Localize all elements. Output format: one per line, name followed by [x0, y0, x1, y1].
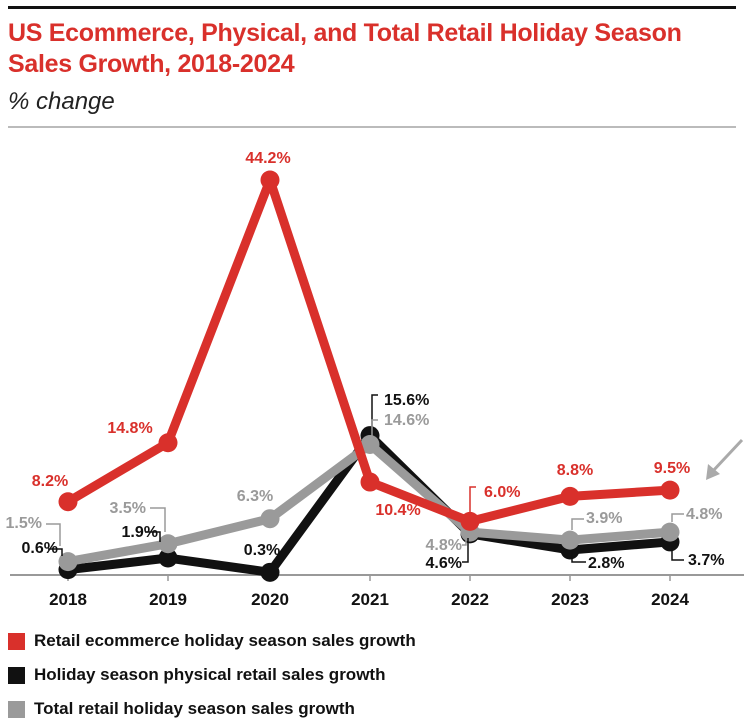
data-point-total — [158, 534, 178, 554]
data-point-total — [360, 435, 380, 455]
chart-title: US Ecommerce, Physical, and Total Retail… — [8, 19, 682, 78]
label-leader-total — [150, 507, 166, 532]
data-point-physical — [260, 562, 280, 582]
data-point-physical — [158, 548, 178, 568]
data-label-total: 3.9% — [586, 510, 622, 527]
label-leader-total — [671, 513, 684, 522]
x-tick-label: 2024 — [651, 590, 689, 609]
label-leader-physical — [48, 548, 63, 556]
legend-label-total: Total retail holiday season sales growth — [34, 699, 355, 718]
data-label-physical: 0.6% — [22, 540, 58, 557]
data-label-ecommerce: 8.8% — [557, 462, 593, 479]
chart-subtitle: % change — [8, 88, 115, 115]
label-leader-physical — [371, 394, 378, 432]
label-leader-ecommerce — [469, 486, 476, 518]
legend: Retail ecommerce holiday season sales gr… — [8, 624, 416, 726]
arrow-icon — [710, 438, 744, 474]
top-rule — [8, 6, 736, 9]
data-label-physical: 2.8% — [588, 555, 624, 572]
data-point-total — [660, 522, 680, 542]
data-point-ecommerce — [560, 486, 580, 506]
data-label-total: 4.8% — [686, 506, 722, 523]
label-leader-total — [571, 518, 584, 530]
data-label-ecommerce: 8.2% — [32, 473, 68, 490]
data-label-total: 4.8% — [426, 537, 462, 554]
data-label-total: 1.5% — [6, 515, 42, 532]
data-point-ecommerce — [360, 472, 380, 492]
data-point-total — [58, 552, 78, 572]
data-point-ecommerce — [260, 170, 280, 190]
data-label-total: 3.5% — [110, 500, 146, 517]
data-label-ecommerce: 10.4% — [375, 502, 420, 519]
data-label-ecommerce: 14.8% — [107, 420, 152, 437]
data-label-physical: 0.3% — [244, 542, 280, 559]
data-point-ecommerce — [158, 433, 178, 453]
x-tick-label: 2019 — [149, 590, 187, 609]
legend-item-ecommerce: Retail ecommerce holiday season sales gr… — [8, 624, 416, 658]
series-line-physical — [67, 431, 671, 577]
label-leader-physical — [145, 531, 161, 542]
data-point-ecommerce — [460, 511, 480, 531]
label-leader-total — [371, 419, 378, 436]
data-label-ecommerce: 9.5% — [654, 460, 690, 477]
header-divider — [8, 126, 736, 128]
data-point-total — [560, 530, 580, 550]
data-point-ecommerce — [660, 480, 680, 500]
legend-label-physical: Holiday season physical retail sales gro… — [34, 665, 386, 684]
data-label-physical: 4.6% — [426, 555, 462, 572]
data-label-ecommerce: 44.2% — [245, 150, 290, 167]
legend-swatch-total — [8, 700, 25, 718]
data-point-ecommerce — [58, 492, 78, 512]
legend-swatch-physical — [8, 666, 25, 684]
data-label-physical: 3.7% — [688, 552, 724, 569]
label-leader-total — [462, 532, 467, 546]
x-tick-label: 2020 — [251, 590, 289, 609]
legend-item-total: Total retail holiday season sales growth — [8, 692, 416, 726]
legend-swatch-ecommerce — [8, 632, 25, 650]
arrow-head-icon — [706, 464, 720, 480]
x-tick-label: 2022 — [451, 590, 489, 609]
data-label-total: 6.3% — [237, 488, 273, 505]
data-point-total — [260, 509, 280, 529]
data-label-physical: 1.9% — [122, 524, 158, 541]
x-tick-label: 2021 — [351, 590, 389, 609]
data-label-total: 14.6% — [384, 412, 429, 429]
legend-label-ecommerce: Retail ecommerce holiday season sales gr… — [34, 631, 416, 650]
label-leader-total — [46, 523, 61, 546]
data-label-ecommerce: 6.0% — [484, 484, 520, 501]
x-tick-label: 2018 — [49, 590, 87, 609]
x-tick-label: 2023 — [551, 590, 589, 609]
label-leader-physical — [462, 538, 469, 563]
label-leader-physical — [571, 550, 586, 563]
data-label-physical: 15.6% — [384, 392, 429, 409]
legend-item-physical: Holiday season physical retail sales gro… — [8, 658, 416, 692]
label-leader-physical — [671, 545, 684, 561]
